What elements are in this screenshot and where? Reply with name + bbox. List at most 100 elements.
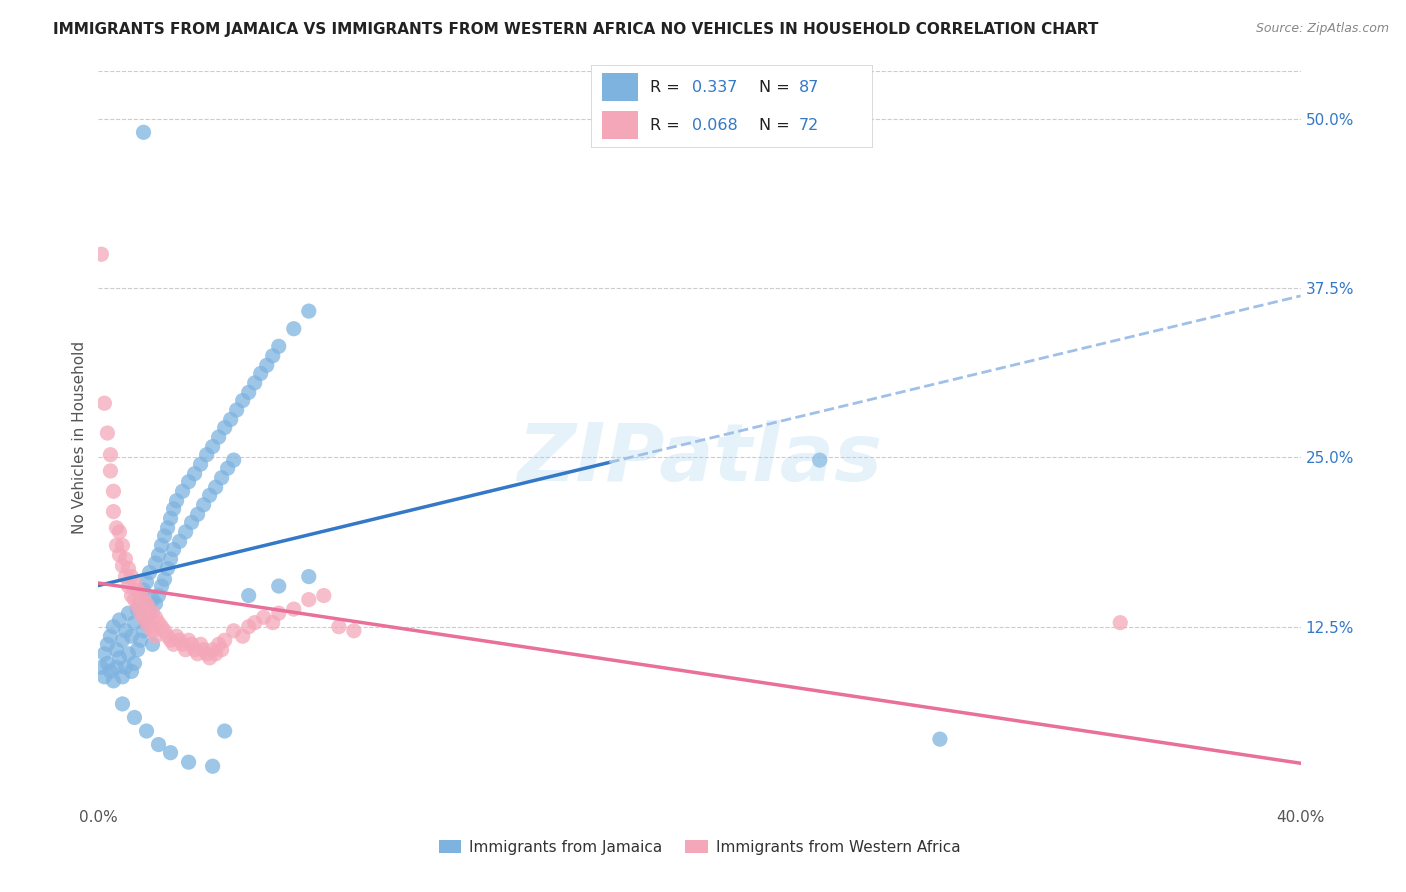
Point [214, 633, 236, 648]
Point [214, 724, 236, 739]
Point [145, 610, 167, 624]
Point [153, 572, 176, 586]
FancyBboxPatch shape [602, 112, 638, 139]
Point [267, 339, 290, 353]
Point [103, 505, 125, 519]
Point [108, 524, 131, 539]
Point [117, 561, 139, 575]
Point [127, 602, 149, 616]
Point [135, 615, 157, 630]
Point [135, 615, 157, 630]
Point [117, 579, 139, 593]
Point [148, 615, 170, 630]
Point [298, 304, 321, 318]
Point [298, 569, 321, 583]
Point [132, 583, 155, 598]
Point [238, 589, 260, 603]
Point [124, 592, 146, 607]
Point [243, 376, 266, 390]
Point [100, 629, 122, 643]
Point [93, 647, 115, 661]
Point [108, 548, 131, 562]
Point [127, 583, 149, 598]
Point [111, 633, 134, 648]
Point [159, 511, 181, 525]
Point [96, 425, 118, 440]
Point [138, 606, 160, 620]
Point [193, 498, 215, 512]
Point [111, 670, 134, 684]
Point [256, 359, 278, 373]
Point [174, 642, 197, 657]
Point [162, 637, 184, 651]
Point [211, 471, 233, 485]
Point [145, 556, 167, 570]
Point [114, 569, 136, 583]
Point [100, 665, 122, 679]
FancyBboxPatch shape [602, 73, 638, 101]
Point [219, 412, 242, 426]
Point [124, 615, 146, 630]
Point [156, 561, 179, 575]
Point [343, 624, 366, 638]
Point [111, 538, 134, 552]
Point [180, 516, 202, 530]
Point [190, 637, 212, 651]
Point [808, 453, 831, 467]
Point [105, 660, 128, 674]
Point [121, 569, 143, 583]
Point [103, 484, 125, 499]
Point [201, 759, 224, 773]
Point [232, 629, 254, 643]
Point [238, 620, 260, 634]
Point [141, 637, 163, 651]
Text: 87: 87 [799, 79, 818, 95]
Text: R =: R = [650, 118, 685, 133]
Point [90, 660, 112, 674]
Legend: Immigrants from Jamaica, Immigrants from Western Africa: Immigrants from Jamaica, Immigrants from… [433, 834, 966, 861]
Point [138, 620, 160, 634]
Text: 72: 72 [799, 118, 818, 133]
Point [121, 629, 143, 643]
Point [222, 453, 245, 467]
Point [198, 488, 221, 502]
Text: N =: N = [759, 118, 796, 133]
Y-axis label: No Vehicles in Household: No Vehicles in Household [72, 341, 87, 533]
Point [96, 637, 118, 651]
Point [129, 589, 152, 603]
Point [283, 322, 305, 336]
Point [249, 367, 271, 381]
Text: IMMIGRANTS FROM JAMAICA VS IMMIGRANTS FROM WESTERN AFRICA NO VEHICLES IN HOUSEHO: IMMIGRANTS FROM JAMAICA VS IMMIGRANTS FR… [53, 22, 1099, 37]
Point [238, 385, 260, 400]
Point [267, 606, 290, 620]
Point [150, 538, 173, 552]
Point [111, 697, 134, 711]
Point [225, 403, 247, 417]
Point [124, 657, 146, 671]
Point [93, 670, 115, 684]
Point [141, 606, 163, 620]
Point [150, 579, 173, 593]
Point [108, 651, 131, 665]
Point [117, 606, 139, 620]
Point [214, 420, 236, 434]
Point [127, 599, 149, 614]
Point [129, 633, 152, 648]
Text: N =: N = [759, 79, 796, 95]
Point [121, 589, 143, 603]
Point [156, 521, 179, 535]
Point [153, 624, 176, 638]
Point [141, 624, 163, 638]
Point [312, 589, 335, 603]
Point [232, 393, 254, 408]
Point [127, 642, 149, 657]
Point [204, 480, 226, 494]
Point [195, 448, 218, 462]
Point [90, 247, 112, 261]
Point [262, 615, 284, 630]
Point [105, 521, 128, 535]
Point [177, 475, 200, 489]
Point [328, 620, 350, 634]
Point [111, 558, 134, 573]
Point [153, 529, 176, 543]
